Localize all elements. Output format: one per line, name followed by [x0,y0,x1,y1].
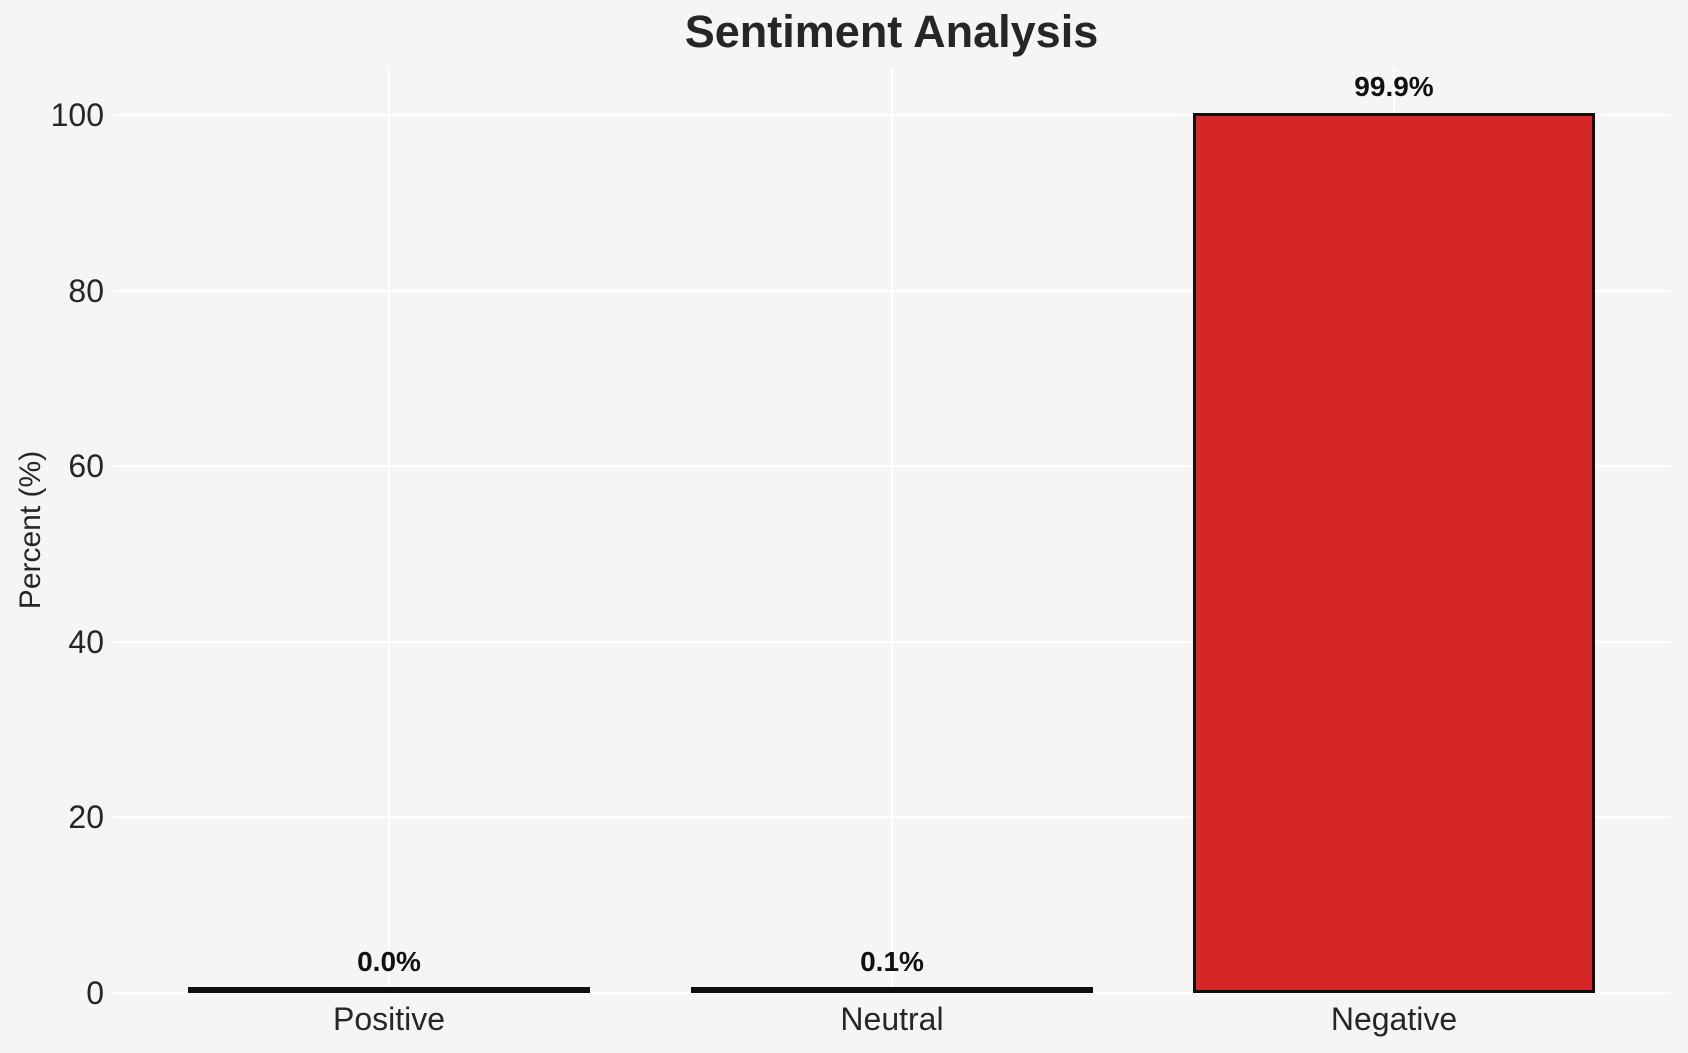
gridline-horizontal [113,992,1670,994]
gridline-vertical [891,68,893,993]
bar-value-label: 0.0% [357,946,421,977]
y-tick-label: 40 [68,624,104,660]
y-tick-label: 20 [68,799,104,835]
plot-area: 0.0% 0.1% 99.9% [113,68,1670,994]
bar-neutral [691,987,1093,993]
bar-value-label: 99.9% [1354,71,1434,102]
y-tick-label: 80 [68,273,104,309]
bar-positive [188,987,590,993]
bar-value-label: 0.1% [860,946,924,977]
y-tick-label: 100 [50,97,104,133]
x-tick-label: Negative [1330,1001,1458,1037]
x-tick-label: Positive [332,1001,446,1037]
y-tick-label: 60 [68,448,104,484]
gridline-vertical [388,68,390,993]
bar-negative [1193,113,1595,993]
y-tick-label: 0 [86,975,104,1011]
x-tick-label: Neutral [840,1001,944,1037]
chart-title: Sentiment Analysis [684,6,1099,57]
